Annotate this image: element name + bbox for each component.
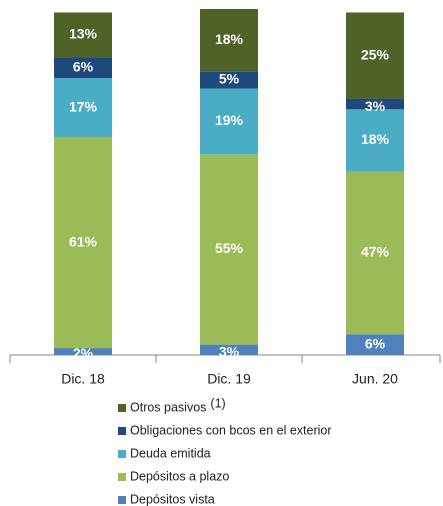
bar-segment xyxy=(54,78,112,138)
legend-label: Obligaciones con bcos en el exterior xyxy=(130,423,332,437)
x-tick-label: Dic. 18 xyxy=(61,371,105,387)
legend-swatch xyxy=(118,496,126,504)
data-label: 25% xyxy=(361,46,390,62)
legend-swatch xyxy=(118,427,126,435)
bar-segment xyxy=(200,88,258,155)
legend-swatch xyxy=(118,404,126,412)
bar-segment xyxy=(346,334,404,355)
data-label: 3% xyxy=(365,98,386,114)
legend-label: Depósitos vista xyxy=(130,492,215,506)
data-label: 6% xyxy=(365,335,386,351)
data-label: 61% xyxy=(69,233,98,249)
bar-segment xyxy=(346,12,404,99)
legend-label: Deuda emitida xyxy=(130,446,211,460)
data-label: 3% xyxy=(219,344,240,360)
bar-segment xyxy=(200,9,258,72)
bar-segment xyxy=(54,348,112,355)
bar-segment xyxy=(200,344,258,355)
data-label: 47% xyxy=(361,244,390,260)
bar-segment xyxy=(54,57,112,79)
data-label: 13% xyxy=(69,26,98,42)
bar-segment xyxy=(346,171,404,335)
data-label: 5% xyxy=(219,71,240,87)
legend-swatch xyxy=(118,473,126,481)
legend-label: Otros pasivos xyxy=(130,400,206,414)
data-label: 55% xyxy=(215,240,244,256)
x-tick-label: Dic. 19 xyxy=(207,371,251,387)
data-label: 19% xyxy=(215,112,244,128)
data-label: 17% xyxy=(69,98,98,114)
x-tick-label: Jun. 20 xyxy=(352,371,398,387)
data-label: 2% xyxy=(73,345,94,361)
bar-segment xyxy=(54,12,112,58)
bar-segment xyxy=(346,109,404,172)
bar-segment xyxy=(200,71,258,89)
data-label: 6% xyxy=(73,59,94,75)
bar-segment xyxy=(54,137,112,349)
data-label: 18% xyxy=(215,31,244,47)
legend-note: (1) xyxy=(210,396,225,410)
legend-swatch xyxy=(118,450,126,458)
legend-label: Depósitos a plazo xyxy=(130,469,229,483)
bar-segment xyxy=(200,154,258,345)
data-label: 18% xyxy=(361,131,390,147)
bar-segment xyxy=(346,98,404,110)
